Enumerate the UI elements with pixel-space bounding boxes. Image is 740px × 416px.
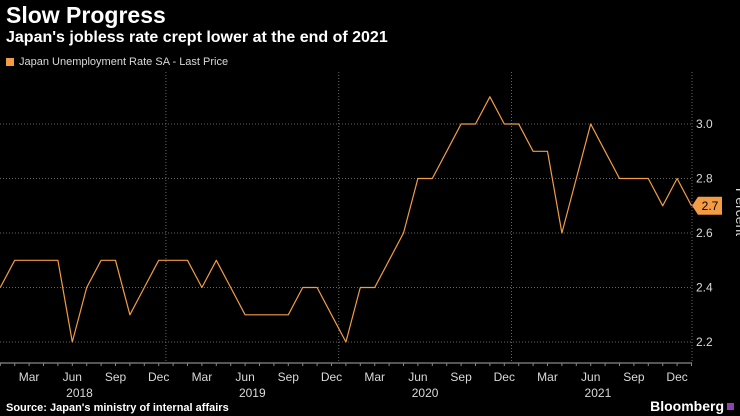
x-year-label: 2018 — [66, 386, 93, 400]
data-point — [244, 313, 247, 316]
data-point — [258, 313, 261, 316]
data-point — [56, 259, 59, 262]
x-tick-label: Sep — [450, 370, 472, 384]
data-point — [431, 177, 434, 180]
data-point — [330, 313, 333, 316]
data-point — [388, 259, 391, 262]
data-point — [114, 259, 117, 262]
data-point — [503, 123, 506, 126]
data-point — [316, 286, 319, 289]
legend-label: Japan Unemployment Rate SA - Last Price — [19, 56, 229, 68]
x-tick-label: Dec — [666, 370, 687, 384]
x-tick-label: Jun — [63, 370, 82, 384]
y-tick-label: 2.8 — [696, 172, 713, 186]
x-tick-label: Jun — [581, 370, 600, 384]
data-point — [546, 150, 549, 153]
data-point — [445, 150, 448, 153]
x-tick-label: Jun — [408, 370, 427, 384]
data-point — [618, 177, 621, 180]
x-tick-label: Sep — [105, 370, 127, 384]
y-tick-label: 2.4 — [696, 281, 713, 295]
data-point — [402, 232, 405, 235]
data-point — [560, 232, 563, 235]
x-tick-label: Mar — [19, 370, 40, 384]
x-tick-label: Dec — [148, 370, 169, 384]
data-point — [575, 177, 578, 180]
data-point — [100, 259, 103, 262]
x-tick-label: Sep — [623, 370, 645, 384]
data-point — [344, 341, 347, 344]
data-point — [229, 286, 232, 289]
chart-subtitle: Japan's jobless rate crept lower at the … — [6, 29, 388, 46]
data-point — [128, 313, 131, 316]
chart-title: Slow Progress — [6, 2, 166, 28]
data-point — [172, 259, 175, 262]
x-tick-label: Sep — [278, 370, 300, 384]
x-year-label: 2021 — [585, 386, 612, 400]
data-point — [272, 313, 275, 316]
data-point — [287, 313, 290, 316]
source-note: Source: Japan's ministry of internal aff… — [6, 402, 229, 414]
brand-mark-icon — [727, 403, 734, 410]
data-point — [488, 95, 491, 98]
data-point — [215, 259, 218, 262]
brand-logo: Bloomberg — [650, 398, 724, 414]
last-value-label: 2.7 — [702, 199, 719, 213]
data-point — [416, 177, 419, 180]
x-year-label: 2019 — [239, 386, 266, 400]
data-point — [42, 259, 45, 262]
x-tick-label: Mar — [364, 370, 385, 384]
y-tick-label: 2.2 — [696, 335, 713, 349]
x-tick-label: Dec — [494, 370, 515, 384]
data-point — [517, 123, 520, 126]
data-point — [359, 286, 362, 289]
data-point — [589, 123, 592, 126]
x-tick-label: Jun — [235, 370, 254, 384]
data-point — [71, 341, 74, 344]
y-axis-title: Percent — [733, 188, 740, 236]
y-tick-label: 3.0 — [696, 117, 713, 131]
data-point — [647, 177, 650, 180]
last-value-tag — [692, 196, 722, 215]
data-point — [604, 150, 607, 153]
data-point — [661, 204, 664, 207]
data-point — [200, 286, 203, 289]
series-line — [0, 96, 693, 343]
data-point — [460, 123, 463, 126]
x-year-label: 2020 — [412, 386, 439, 400]
y-tick-label: 2.6 — [696, 226, 713, 240]
data-point — [28, 259, 31, 262]
x-tick-label: Mar — [537, 370, 558, 384]
data-point — [13, 259, 16, 262]
data-point — [373, 286, 376, 289]
data-point — [186, 259, 189, 262]
data-point — [532, 150, 535, 153]
data-point — [301, 286, 304, 289]
x-tick-label: Mar — [192, 370, 213, 384]
data-point — [676, 177, 679, 180]
legend: Japan Unemployment Rate SA - Last Price — [6, 56, 228, 68]
data-point — [157, 259, 160, 262]
x-tick-label: Dec — [321, 370, 342, 384]
data-point — [474, 123, 477, 126]
legend-swatch — [6, 58, 14, 66]
data-point — [143, 286, 146, 289]
data-point — [85, 286, 88, 289]
data-point — [632, 177, 635, 180]
